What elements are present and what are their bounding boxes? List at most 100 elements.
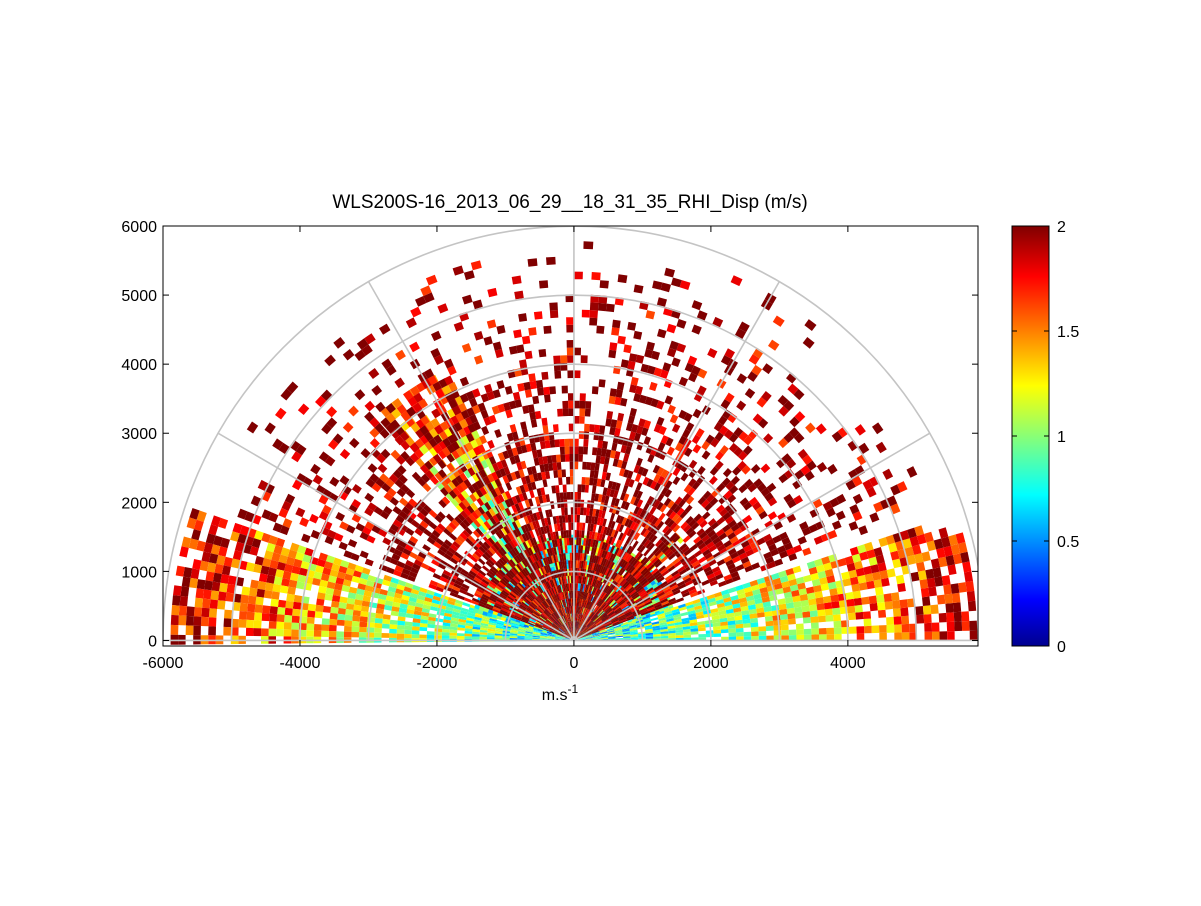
dispersion-cell <box>495 637 503 639</box>
dispersion-cell <box>254 612 262 620</box>
dispersion-cell <box>209 608 217 618</box>
dispersion-cell <box>896 575 905 585</box>
dispersion-cell <box>249 588 258 597</box>
dispersion-cell <box>568 522 571 530</box>
dispersion-cell <box>209 617 217 626</box>
dispersion-cell <box>563 485 567 493</box>
dispersion-cell <box>541 418 547 426</box>
dispersion-cell <box>583 439 588 447</box>
dispersion-cell <box>594 425 600 433</box>
dispersion-cell <box>714 633 722 637</box>
dispersion-cell <box>274 576 283 585</box>
dispersion-cell <box>804 629 812 635</box>
dispersion-cell <box>964 571 973 582</box>
dispersion-cell <box>796 629 804 635</box>
dispersion-cell <box>736 624 744 629</box>
dispersion-cell <box>291 623 299 630</box>
dispersion-cell <box>611 327 620 336</box>
dispersion-cell <box>259 573 268 582</box>
dispersion-cell <box>549 386 556 394</box>
dispersion-cell <box>525 351 533 360</box>
dispersion-cell <box>779 609 787 615</box>
dispersion-cell <box>553 424 559 432</box>
dispersion-cell <box>729 633 737 637</box>
dispersion-cell <box>846 599 854 607</box>
dispersion-cell <box>872 625 880 633</box>
dispersion-cell <box>706 630 714 634</box>
dispersion-cell <box>255 604 263 613</box>
dispersion-cell <box>902 632 910 640</box>
dispersion-cell <box>194 607 202 617</box>
dispersion-cell <box>863 611 871 619</box>
dispersion-cell <box>518 313 527 322</box>
dispersion-cell <box>577 492 581 500</box>
dispersion-cell <box>751 627 759 632</box>
dispersion-cell <box>589 318 597 326</box>
dispersion-cell <box>922 596 930 606</box>
dispersion-cell <box>186 625 194 635</box>
dispersion-cell <box>560 355 567 363</box>
dispersion-cell <box>894 632 902 640</box>
dispersion-cell <box>254 620 262 628</box>
dispersion-cell <box>551 455 556 463</box>
dispersion-cell <box>565 446 570 454</box>
dispersion-cell <box>560 447 565 455</box>
dispersion-cell <box>583 241 593 249</box>
dispersion-cell <box>593 432 599 440</box>
dispersion-cell <box>404 630 412 635</box>
dispersion-cell <box>859 582 868 591</box>
dispersion-cell <box>240 595 249 604</box>
dispersion-cell <box>539 349 547 357</box>
dispersion-cell <box>294 595 302 603</box>
dispersion-cell <box>240 603 248 612</box>
dispersion-cell <box>951 583 960 593</box>
dispersion-cell <box>285 608 293 616</box>
dispersion-cell <box>954 621 962 631</box>
dispersion-cell <box>171 615 179 625</box>
dispersion-cell <box>713 626 721 630</box>
dispersion-cell <box>307 617 315 624</box>
dispersion-cell <box>308 604 316 611</box>
dispersion-cell <box>875 587 884 596</box>
dispersion-cell <box>810 610 818 617</box>
dispersion-cell <box>823 596 831 603</box>
dispersion-cell <box>796 635 804 641</box>
dispersion-cell <box>945 603 953 613</box>
dispersion-cell <box>892 600 900 609</box>
dispersion-cell <box>758 626 766 631</box>
dispersion-cell <box>549 432 555 440</box>
dispersion-cell <box>541 372 548 380</box>
dispersion-cell <box>796 624 804 630</box>
dispersion-cell <box>564 500 568 508</box>
dispersion-cell <box>819 634 827 640</box>
dispersion-cell <box>179 606 187 616</box>
dispersion-cell <box>330 613 338 620</box>
dispersion-cell <box>306 624 314 631</box>
dispersion-cell <box>253 628 261 636</box>
dispersion-cell <box>359 632 367 638</box>
dispersion-cell <box>204 580 213 590</box>
dispersion-cell <box>419 627 427 631</box>
dispersion-cell <box>353 610 361 616</box>
dispersion-cell <box>265 582 274 591</box>
dispersion-cell <box>584 424 590 432</box>
dispersion-cell <box>744 632 752 637</box>
dispersion-cell <box>412 630 420 634</box>
dispersion-cell <box>427 631 435 635</box>
dispersion-cell <box>580 507 584 515</box>
dispersion-cell <box>580 401 586 409</box>
dispersion-cell <box>885 601 893 610</box>
dispersion-cell <box>901 616 909 625</box>
dispersion-cell <box>344 626 352 632</box>
dispersion-cell <box>600 280 609 288</box>
dispersion-cell <box>928 587 937 597</box>
dispersion-cell <box>574 272 583 280</box>
dispersion-cell <box>788 619 796 625</box>
dispersion-cell <box>261 628 269 636</box>
dispersion-cell <box>560 492 564 500</box>
dispersion-cell <box>570 553 572 561</box>
dispersion-cell <box>352 621 360 627</box>
dispersion-cell <box>759 631 767 636</box>
dispersion-cell <box>464 636 472 639</box>
dispersion-cell <box>562 386 568 394</box>
